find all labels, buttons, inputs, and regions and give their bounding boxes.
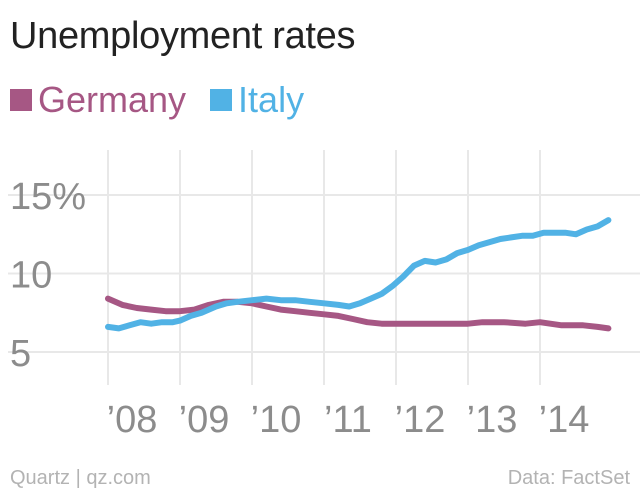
legend-item-italy: Italy xyxy=(210,76,304,124)
legend-label-italy: Italy xyxy=(238,79,305,120)
x-tick-label: ’10 xyxy=(251,399,302,441)
legend-item-germany: Germany xyxy=(10,76,186,124)
legend-swatch-germany xyxy=(10,89,32,111)
x-tick-label: ’11 xyxy=(324,399,372,441)
x-tick-label: ’13 xyxy=(467,399,518,441)
legend: Germany Italy xyxy=(10,76,304,124)
x-tick-label: ’12 xyxy=(395,399,446,441)
footer-credit: Quartz | qz.com xyxy=(10,467,151,489)
x-tick-label: ’09 xyxy=(179,399,230,441)
x-tick-label: ’08 xyxy=(107,399,158,441)
x-tick-label: ’14 xyxy=(539,399,590,441)
chart-title: Unemployment rates xyxy=(10,15,356,57)
y-tick-label: 5 xyxy=(10,333,31,375)
legend-swatch-italy xyxy=(210,89,233,111)
y-tick-label: 15% xyxy=(10,176,86,218)
footer-source: Data: FactSet xyxy=(507,467,630,489)
legend-label-germany: Germany xyxy=(38,79,187,120)
series-line-italy xyxy=(105,217,612,332)
series-line-germany xyxy=(105,295,612,332)
y-tick-label: 10 xyxy=(10,255,52,297)
